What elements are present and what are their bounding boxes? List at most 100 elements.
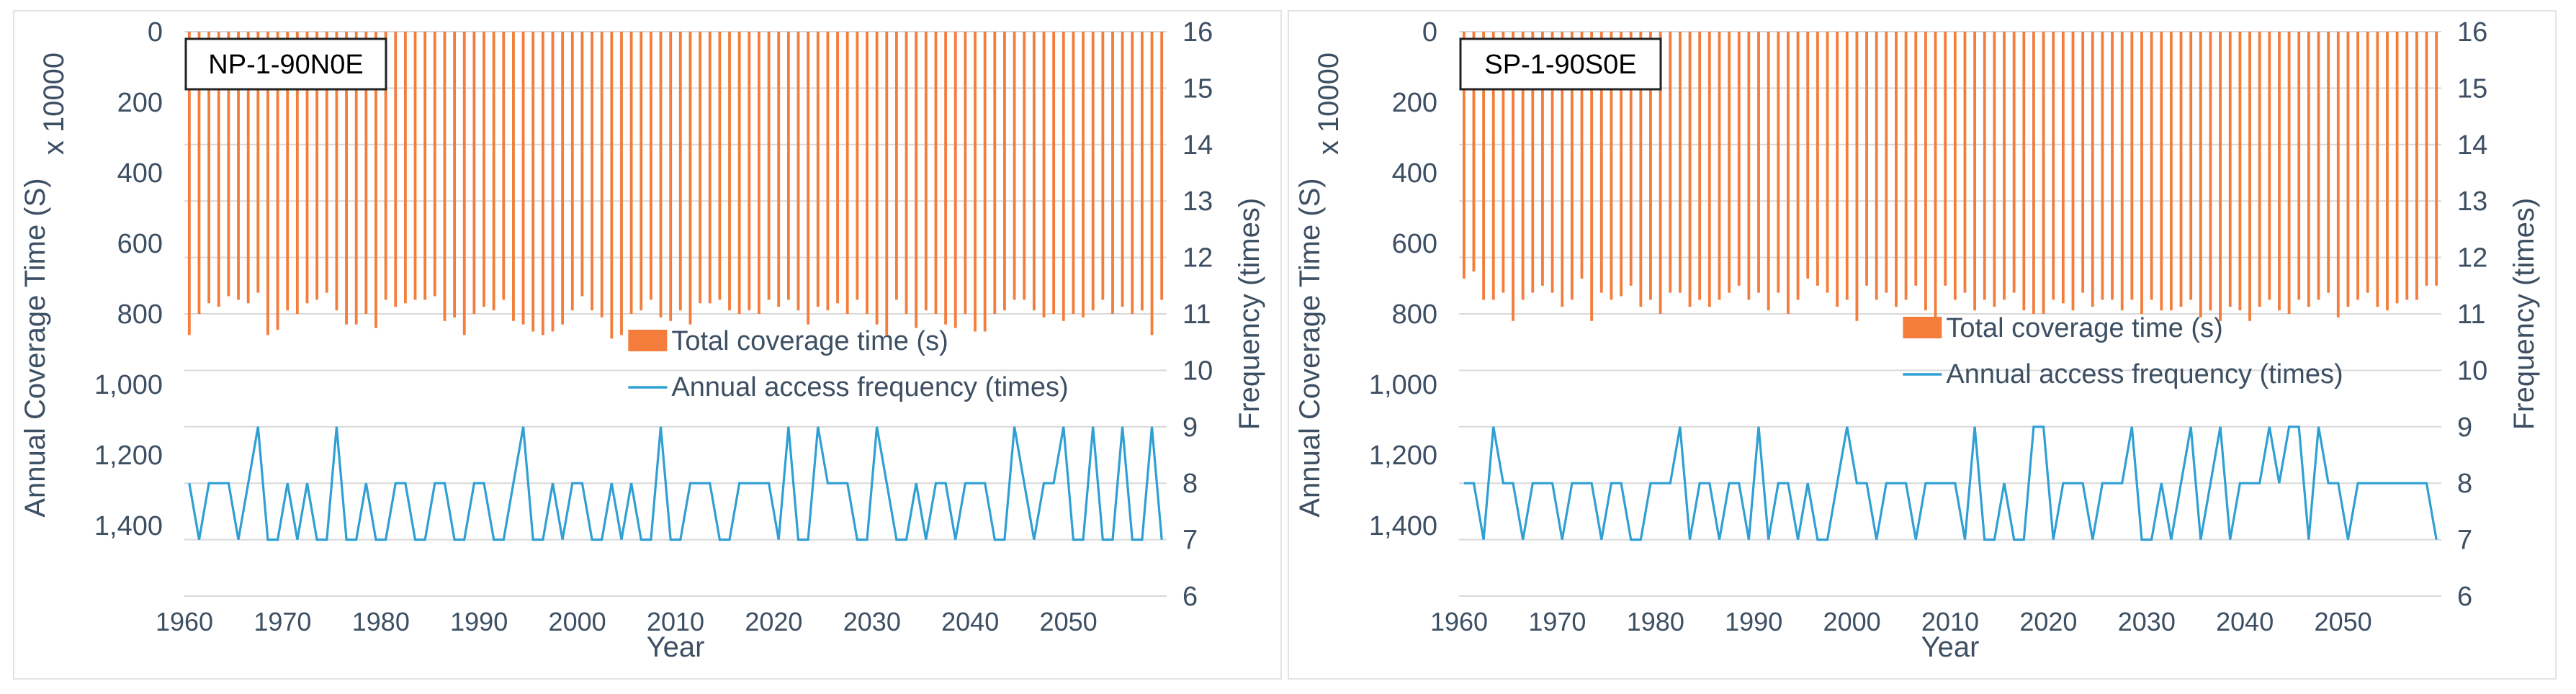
coverage-bar: [748, 32, 751, 311]
y2-tick-label: 10: [1182, 356, 1213, 386]
coverage-bar: [1580, 32, 1584, 279]
chart-np-1-90n0e: 0 200 400 600 800 1,000 1,200 1,400 6 7 8 9 10 11 12 13…: [19, 17, 1265, 663]
y2-tick-label: 6: [1182, 582, 1198, 612]
frequency-line: [188, 426, 1163, 541]
coverage-bar: [443, 32, 446, 321]
coverage-bar: [688, 32, 692, 325]
coverage-bar: [1550, 32, 1554, 293]
legend-bar-label: Total coverage time (s): [1946, 313, 2222, 343]
coverage-bar: [1531, 32, 1535, 293]
coverage-bar: [256, 32, 260, 293]
coverage-bar: [2258, 32, 2261, 307]
coverage-bar: [394, 32, 398, 307]
coverage-bar: [944, 32, 948, 325]
coverage-bar: [384, 32, 387, 300]
x-tick-label: 1970: [1528, 607, 1586, 636]
coverage-bar: [964, 32, 967, 314]
coverage-bar: [718, 32, 722, 300]
coverage-bar: [1659, 32, 1662, 314]
coverage-bar: [2209, 32, 2212, 311]
y-tick-label: 1,400: [1369, 511, 1437, 541]
coverage-bar: [836, 32, 839, 304]
coverage-bar: [610, 32, 614, 339]
y-tick-label: 0: [1422, 17, 1437, 48]
coverage-bar: [2120, 32, 2124, 311]
coverage-bar: [483, 32, 485, 307]
y2-tick-label: 8: [2457, 469, 2472, 499]
coverage-bar: [2228, 32, 2232, 307]
coverage-bar: [1885, 32, 1888, 293]
coverage-bar: [1101, 32, 1105, 300]
coverage-bar: [2425, 32, 2428, 286]
coverage-bar: [1512, 32, 1514, 321]
y2-tick-label: 11: [2457, 299, 2485, 330]
chart-title-box: [184, 37, 387, 91]
coverage-bar: [531, 32, 535, 332]
x-tick-label: 2050: [1040, 607, 1098, 636]
coverage-bar: [1160, 32, 1164, 300]
coverage-bar: [2356, 32, 2359, 300]
coverage-bar: [1502, 32, 1505, 293]
coverage-bar: [845, 32, 849, 314]
y2-tick-label: 15: [1182, 73, 1213, 104]
coverage-bar: [502, 32, 506, 300]
coverage-bar: [1826, 32, 1829, 293]
y-tick-label: 800: [1392, 299, 1437, 330]
coverage-bar: [217, 32, 220, 307]
x-tick-label: 1970: [253, 607, 311, 636]
coverage-bar: [1914, 32, 1918, 286]
coverage-bar: [1698, 32, 1702, 300]
y-tick-label: 200: [117, 88, 163, 118]
coverage-bar: [807, 32, 810, 325]
coverage-bar: [786, 32, 790, 300]
coverage-bar: [207, 32, 211, 304]
coverage-bar: [1669, 32, 1672, 293]
coverage-bar: [620, 32, 623, 335]
coverage-bar: [2405, 32, 2409, 300]
y2-axis-title: Frequency (times): [2508, 198, 2540, 430]
x-tick-label: 1990: [450, 607, 508, 636]
coverage-bar: [197, 32, 201, 314]
coverage-bar: [591, 32, 593, 311]
x-tick-label: 2020: [2019, 607, 2077, 636]
coverage-bar: [541, 32, 544, 335]
coverage-bar: [953, 32, 957, 328]
coverage-bar: [580, 32, 584, 297]
coverage-bar: [1845, 32, 1849, 300]
coverage-bar: [276, 32, 279, 330]
y-tick-label: 1,200: [1369, 441, 1437, 471]
coverage-bar: [2386, 32, 2389, 311]
y2-axis-title: Frequency (times): [1234, 198, 1265, 430]
x-tick-label: 2030: [2118, 607, 2176, 636]
y-tick-label: 0: [148, 17, 163, 48]
coverage-bar: [364, 32, 368, 314]
coverage-bar: [2307, 32, 2310, 307]
coverage-bar: [1728, 32, 1731, 293]
frequency-line: [1463, 425, 2438, 541]
coverage-bar: [2366, 32, 2369, 293]
coverage-bar: [472, 32, 476, 314]
coverage-bar: [1678, 32, 1682, 293]
coverage-bar: [1620, 32, 1623, 297]
y-tick-label: 200: [1392, 88, 1437, 118]
coverage-bar: [413, 32, 417, 300]
coverage-bar: [699, 32, 702, 304]
coverage-bar: [1023, 32, 1026, 300]
coverage-bar: [2435, 32, 2438, 286]
coverage-bar: [305, 32, 309, 304]
coverage-bar: [374, 32, 377, 328]
x-tick-label: 2040: [941, 607, 999, 636]
coverage-bar: [521, 32, 525, 325]
coverage-bar: [1590, 32, 1594, 321]
y-tick-label: 600: [117, 229, 163, 259]
coverage-bar: [2219, 32, 2222, 321]
coverage-bar: [1599, 32, 1603, 293]
coverage-bar: [2346, 32, 2350, 307]
coverage-bar: [1052, 32, 1056, 314]
x-axis-title: Year: [1921, 631, 1980, 663]
coverage-bar: [2297, 32, 2301, 300]
coverage-bar: [2091, 32, 2094, 307]
x-tick-label: 1980: [1627, 607, 1684, 636]
legend-bar-label: Total coverage time (s): [671, 326, 948, 356]
coverage-bar: [1121, 32, 1124, 307]
